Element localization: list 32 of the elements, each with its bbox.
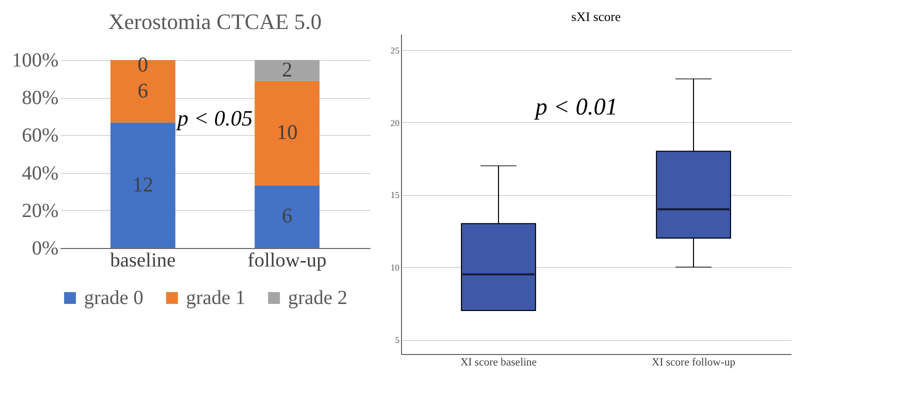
annotation: 2 xyxy=(282,57,292,82)
y-tick-label: 20% xyxy=(22,200,58,222)
y-tick-label: 60% xyxy=(22,124,58,147)
y-tick-label: 25 xyxy=(390,45,400,56)
y-tick-label: 20 xyxy=(390,118,400,128)
annotation: 12 xyxy=(132,172,154,196)
y-tick-label: 10 xyxy=(390,262,400,273)
bar xyxy=(110,122,176,248)
y-tick-label: 0% xyxy=(32,238,58,260)
bar xyxy=(254,60,320,81)
y-tick-label: 80% xyxy=(22,87,58,110)
annotation: 6 xyxy=(282,204,292,228)
x-tick-label: follow-up xyxy=(248,250,327,272)
annotation: p < 0.01 xyxy=(533,94,618,121)
bar xyxy=(254,185,320,248)
legend-label: grade 2 xyxy=(288,287,348,309)
annotation: p < 0.05 xyxy=(175,105,253,130)
annotation: 6 xyxy=(138,78,148,102)
legend-label: grade 1 xyxy=(186,287,246,309)
y-tick-label: 5 xyxy=(395,335,400,346)
y-tick-label: 40% xyxy=(22,162,58,184)
legend-label: grade 0 xyxy=(84,287,144,309)
annotation: 10 xyxy=(276,120,298,144)
x-tick-label: baseline xyxy=(110,250,176,272)
y-tick-label: 15 xyxy=(390,190,400,200)
y-tick-label: 100% xyxy=(12,50,58,72)
x-tick-label: XI score follow-up xyxy=(652,356,736,368)
chart-title: sXI score xyxy=(571,9,621,24)
chart-title: Xerostomia CTCAE 5.0 xyxy=(108,9,322,34)
annotation: 0 xyxy=(138,52,148,77)
bar xyxy=(254,80,320,186)
x-tick-label: XI score baseline xyxy=(460,356,537,368)
